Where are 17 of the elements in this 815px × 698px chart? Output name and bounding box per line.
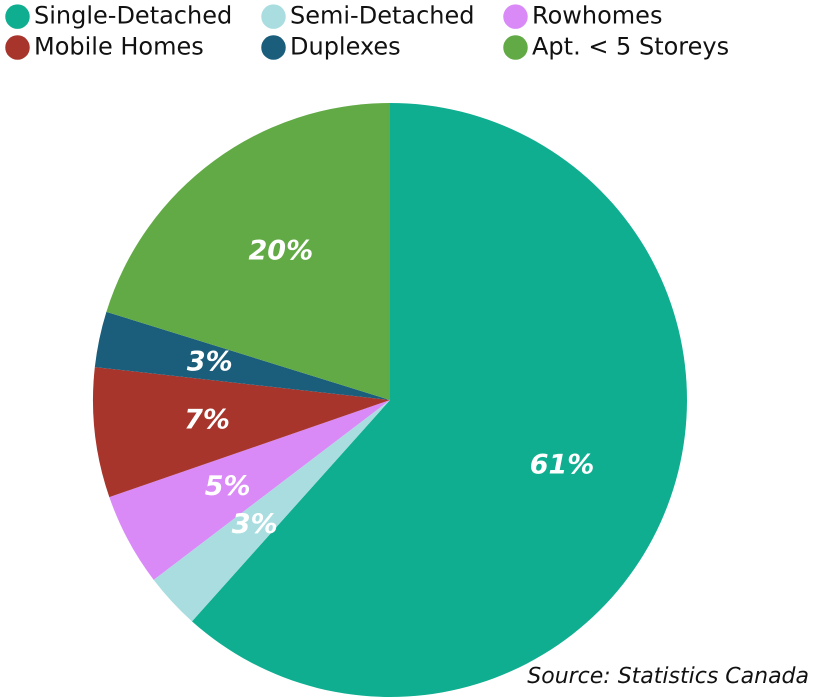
data-label: 3%: [186, 346, 233, 378]
source-note: Source: Statistics Canada: [527, 664, 809, 689]
legend-label: Single-Detached: [34, 2, 232, 30]
data-label: 20%: [248, 236, 314, 267]
pie-slice: [109, 400, 390, 580]
pie-slice: [154, 400, 390, 622]
legend-label: Duplexes: [290, 32, 401, 60]
pie-slice: [106, 103, 390, 400]
legend-label: Semi-Detached: [290, 2, 474, 30]
data-label: 7%: [184, 404, 230, 436]
legend-label: Rowhomes: [532, 2, 662, 30]
legend-label: Apt. < 5 Storeys: [532, 32, 730, 60]
data-label: 61%: [530, 450, 594, 481]
data-label: 3%: [232, 508, 278, 540]
pie-slice: [94, 312, 390, 400]
data-label: 5%: [204, 470, 251, 502]
legend-label: Mobile Homes: [34, 32, 204, 60]
